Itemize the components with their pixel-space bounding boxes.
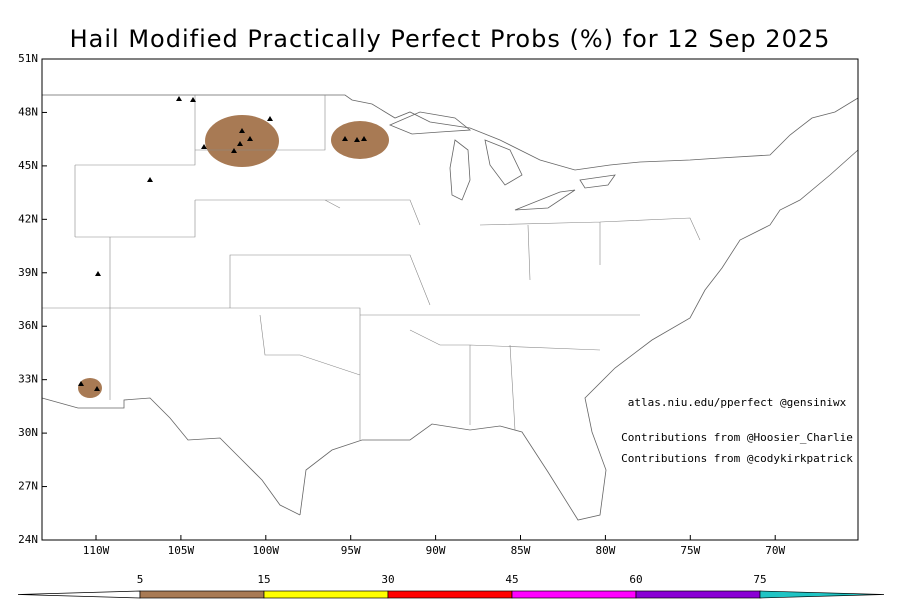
colorbar-segment — [139, 590, 265, 599]
colorbar-label: 60 — [629, 573, 642, 586]
credit-text: Contributions from @Hoosier_Charlie — [621, 431, 853, 444]
us-outline — [42, 94, 859, 171]
colorbar-label: 30 — [381, 573, 394, 586]
colorbar-below — [17, 590, 141, 599]
lat-label: 36N — [18, 319, 38, 332]
credit-text: atlas.niu.edu/pperfect @gensiniwx — [628, 396, 847, 409]
lat-label: 24N — [18, 533, 38, 546]
hail-report — [95, 271, 101, 276]
hail-report — [147, 177, 153, 182]
east-coast — [299, 149, 859, 521]
geography — [41, 94, 859, 521]
lat-label: 33N — [18, 373, 38, 386]
colorbar: 5 15 30 45 60 75 — [17, 573, 885, 599]
hail-report — [267, 116, 273, 121]
mexico-border — [41, 397, 301, 516]
lon-label: 75W — [680, 544, 700, 557]
hail-reports — [78, 96, 367, 391]
lake-ontario — [579, 174, 616, 189]
probability-area — [331, 121, 389, 159]
probability-areas — [78, 115, 389, 398]
lake-michigan — [449, 139, 471, 201]
lon-label: 110W — [83, 544, 110, 557]
hail-report — [176, 96, 182, 101]
hail-report — [354, 137, 360, 142]
lat-label: 39N — [18, 266, 38, 279]
colorbar-segment — [635, 590, 761, 599]
lake-huron — [484, 139, 523, 186]
lon-label: 90W — [426, 544, 446, 557]
state-lines — [42, 95, 701, 440]
lon-label: 70W — [765, 544, 785, 557]
lake-superior — [388, 111, 472, 135]
lon-label: 95W — [341, 544, 361, 557]
colorbar-label: 5 — [137, 573, 144, 586]
lat-label: 42N — [18, 212, 38, 225]
lon-label: 85W — [511, 544, 531, 557]
colorbar-segment — [263, 590, 389, 599]
lon-label: 80W — [595, 544, 615, 557]
hail-report — [190, 97, 196, 102]
lat-label: 51N — [18, 52, 38, 65]
hail-report — [237, 141, 243, 146]
hail-report — [361, 136, 367, 141]
hail-report — [201, 144, 207, 149]
hail-report — [78, 381, 84, 386]
lat-label: 30N — [18, 426, 38, 439]
hail-report — [239, 128, 245, 133]
colorbar-label: 75 — [753, 573, 766, 586]
map-frame — [41, 58, 859, 541]
colorbar-above — [759, 590, 885, 599]
lon-label: 105W — [168, 544, 195, 557]
map-title: Hail Modified Practically Perfect Probs … — [70, 25, 831, 53]
colorbar-label: 45 — [505, 573, 518, 586]
hail-report — [342, 136, 348, 141]
colorbar-segment — [511, 590, 637, 599]
hail-report — [247, 136, 253, 141]
colorbar-segment — [387, 590, 513, 599]
probability-area — [78, 378, 102, 398]
lake-erie — [514, 189, 576, 211]
credits: atlas.niu.edu/pperfect @gensiniwx Contrib… — [621, 396, 853, 465]
lon-label: 100W — [253, 544, 280, 557]
lat-label: 48N — [18, 105, 38, 118]
hail-report — [94, 386, 100, 391]
colorbar-label: 15 — [257, 573, 270, 586]
axes: 51N 48N 45N 42N 39N 36N 33N 30N 27N 24N 110W 105W 10… — [18, 52, 785, 557]
lat-label: 45N — [18, 159, 38, 172]
probability-area — [205, 115, 279, 167]
credit-text: Contributions from @codykirkpatrick — [621, 452, 853, 465]
lat-label: 27N — [18, 480, 38, 493]
hail-report — [231, 148, 237, 153]
